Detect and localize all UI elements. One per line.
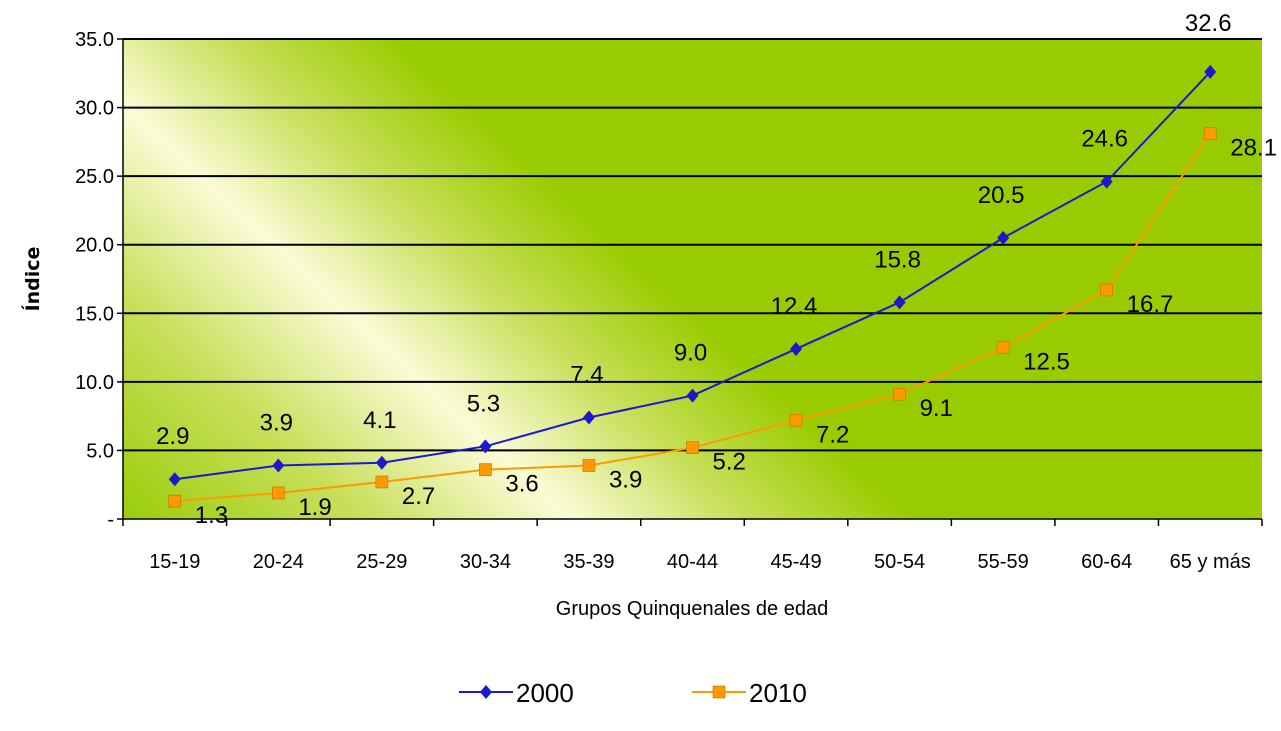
plot-background (123, 39, 1262, 519)
series-2000-marker (582, 410, 595, 425)
data-label-2010: 16.7 (1127, 291, 1174, 318)
legend-item-2010: 2010 (692, 678, 807, 708)
data-label-2000: 7.4 (570, 362, 603, 389)
axes (122, 39, 1263, 526)
y-axis-title: Índice (21, 247, 44, 312)
x-tick-label: 50-54 (874, 551, 925, 573)
x-tick-label: 45-49 (770, 551, 821, 573)
series-2010-marker (582, 459, 596, 472)
y-tick-labels: - 5.0 10.0 15.0 20.0 25.0 30.0 35.0 (75, 29, 114, 531)
x-axis-title: Grupos Quinquenales de edad (556, 598, 828, 620)
data-labels: 2.9 3.9 4.1 5.3 7.4 9.0 12.4 15.8 20.5 24.6 32.6 1.… (156, 10, 1277, 529)
data-label-2010: 1.3 (195, 502, 228, 529)
x-tick-label: 15-19 (149, 551, 200, 573)
series-2010-marker (375, 475, 389, 489)
data-label-2000: 9.0 (674, 340, 707, 367)
data-label-2010: 12.5 (1023, 349, 1070, 376)
data-label-2010: 3.9 (609, 467, 642, 494)
series-2010-marker (1100, 283, 1113, 297)
series-2000-marker (375, 455, 388, 470)
legend-item-2000: 2000 (459, 678, 574, 708)
y-tick-label: 30.0 (75, 98, 114, 120)
x-tick-label: 55-59 (978, 551, 1029, 573)
y-tick-label: 20.0 (75, 235, 114, 257)
series-2010-marker (789, 413, 803, 427)
data-label-2000: 32.6 (1185, 10, 1232, 37)
data-label-2000: 3.9 (260, 410, 293, 437)
data-label-2000: 20.5 (978, 182, 1025, 209)
x-tick-label: 40-44 (667, 551, 718, 573)
data-label-2000: 5.3 (467, 390, 500, 417)
series-2000-marker (790, 341, 803, 356)
series-2000-marker (479, 439, 492, 454)
data-label-2000: 24.6 (1081, 126, 1128, 153)
data-label-2000: 4.1 (363, 407, 396, 434)
x-tick-label: 60-64 (1081, 551, 1132, 573)
data-label-2010: 7.2 (816, 421, 849, 448)
series-2000-marker (480, 685, 492, 699)
data-label-2000: 2.9 (156, 423, 189, 450)
x-tick-label: 20-24 (253, 551, 304, 573)
data-label-2010: 1.9 (298, 494, 331, 521)
y-tick-label: 15.0 (75, 303, 114, 325)
x-tick-labels: 15-19 20-24 25-29 30-34 35-39 40-44 45-49 50-54… (149, 551, 1251, 573)
series-2000-marker (1100, 174, 1113, 189)
y-tick-label: - (107, 509, 114, 531)
x-tick-label: 65 y más (1170, 551, 1251, 573)
series-2010 (168, 127, 1217, 508)
series-2010-marker (479, 463, 492, 476)
x-tick-label: 25-29 (356, 551, 407, 573)
series-2010-marker (168, 494, 182, 508)
series-2000-marker (168, 472, 181, 487)
series-layer (168, 64, 1217, 508)
x-tick-label: 35-39 (563, 551, 614, 573)
data-label-2010: 9.1 (920, 395, 953, 422)
series-2010-marker (996, 341, 1010, 354)
series-2010-marker (272, 486, 285, 500)
data-label-2000: 12.4 (771, 293, 818, 320)
y-tick-label: 35.0 (75, 29, 114, 51)
y-tick-label: 10.0 (75, 372, 114, 394)
series-2010-marker (1203, 127, 1217, 140)
data-label-2000: 15.8 (874, 246, 921, 273)
series-2000-marker (893, 295, 906, 310)
data-label-2010: 28.1 (1230, 135, 1277, 162)
data-label-2010: 5.2 (713, 449, 746, 476)
series-2000 (168, 64, 1217, 487)
legend-label-2010: 2010 (749, 678, 807, 708)
y-tick-label: 25.0 (75, 166, 114, 188)
y-tick-label: 5.0 (86, 440, 114, 462)
legend-label-2000: 2000 (516, 678, 574, 708)
series-2000-marker (272, 458, 285, 473)
legend: 2000 2010 (459, 678, 807, 708)
series-2010-marker (686, 441, 699, 454)
series-2000-marker (686, 388, 699, 403)
data-label-2010: 2.7 (402, 483, 435, 510)
series-2000-marker (997, 230, 1010, 245)
x-tick-label: 30-34 (460, 551, 511, 573)
series-2010-marker (712, 685, 726, 699)
series-2000-marker (1204, 64, 1217, 79)
data-label-2010: 3.6 (505, 471, 538, 498)
series-2010-marker (893, 387, 906, 401)
